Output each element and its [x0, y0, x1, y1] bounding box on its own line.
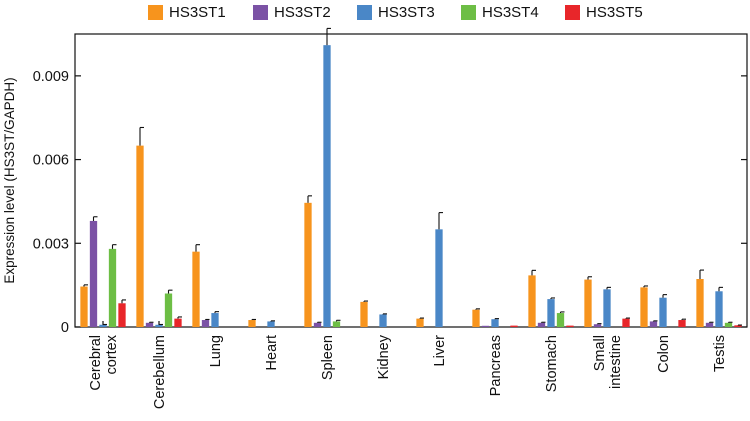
- legend-swatch-hs3st4: [461, 4, 476, 20]
- bar-hs3st4: [556, 313, 565, 327]
- chart-legend: HS3ST1 HS3ST2 HS3ST3 HS3ST4 HS3ST5: [0, 0, 750, 24]
- x-category-label-line: intestine: [608, 335, 624, 389]
- x-category-label-line: cortex: [104, 334, 120, 374]
- plot-area: 0 0.003 0.006 0.009 Cerebral cortex Cerebellum…: [33, 27, 748, 409]
- bar-hs3st2: [705, 322, 714, 327]
- bar-hs3st1: [136, 145, 144, 327]
- y-axis-title: Expression level (HS3ST/GAPDH): [2, 77, 17, 283]
- bar-hs3st1: [696, 279, 704, 327]
- bar-hs3st2: [313, 322, 322, 327]
- bar-hs3st3: [659, 297, 667, 327]
- bar-hs3st4: [724, 322, 733, 327]
- bar-hs3st5: [622, 318, 630, 327]
- bar-hs3st2: [649, 321, 658, 327]
- x-category-label-line: Heart: [264, 335, 280, 370]
- x-category-label: Pancreas: [488, 335, 504, 396]
- x-category-label-line: Stomach: [544, 335, 560, 392]
- bar-hs3st2: [89, 220, 98, 327]
- bar-hs3st1: [248, 320, 256, 327]
- bar-hs3st4: [108, 248, 117, 327]
- x-category-label-line: Lung: [208, 335, 224, 367]
- bar-hs3st1: [528, 275, 536, 327]
- y-tick-label: 0.006: [33, 153, 69, 169]
- x-category-label: Cerebellum: [152, 335, 168, 409]
- bar-hs3st5: [678, 320, 686, 327]
- bar-hs3st3: [547, 299, 555, 327]
- bar-hs3st3: [603, 289, 611, 327]
- x-category-label: Lung: [208, 335, 224, 367]
- bar-hs3st2: [201, 320, 210, 327]
- x-category-label: Colon: [656, 335, 672, 373]
- legend-label-hs3st3: HS3ST3: [378, 3, 435, 21]
- x-category-label-line: Kidney: [376, 334, 392, 379]
- bar-hs3st4: [164, 293, 173, 327]
- bar-hs3st1: [640, 287, 648, 327]
- x-category-label-line: Cerebral: [88, 335, 104, 391]
- bar-hs3st1: [80, 286, 88, 327]
- bar-hs3st1: [472, 309, 480, 327]
- bar-hs3st5: [174, 318, 182, 327]
- legend-item-hs3st5: HS3ST5: [565, 1, 643, 23]
- bar-hs3st5: [118, 303, 126, 327]
- x-category-label-line: Spleen: [320, 335, 336, 380]
- bar-hs3st2: [593, 324, 602, 327]
- y-axis-title-group: Expression level (HS3ST/GAPDH): [2, 77, 17, 283]
- x-category-label: Spleen: [320, 335, 336, 380]
- bar-hs3st5: [566, 325, 574, 327]
- legend-swatch-hs3st3: [357, 4, 372, 20]
- bar-hs3st3: [99, 324, 107, 327]
- legend-label-hs3st5: HS3ST5: [586, 3, 643, 21]
- bar-hs3st2: [481, 325, 490, 327]
- legend-label-hs3st4: HS3ST4: [482, 3, 539, 21]
- y-tick-label: 0: [61, 320, 69, 336]
- bar-hs3st3: [491, 319, 499, 327]
- legend-item-hs3st3: HS3ST3: [357, 1, 435, 23]
- x-category-label: Small intestine: [592, 335, 624, 389]
- x-category-label-line: Colon: [656, 335, 672, 373]
- bar-hs3st1: [304, 202, 312, 327]
- bar-hs3st3: [211, 313, 219, 327]
- legend-label-hs3st1: HS3ST1: [169, 3, 226, 21]
- bar-hs3st1: [584, 279, 592, 327]
- x-category-label: Liver: [432, 335, 448, 367]
- y-tick-label: 0.009: [33, 69, 69, 85]
- y-tick-label: 0.003: [33, 236, 69, 252]
- bar-hs3st3: [379, 314, 387, 327]
- bar-hs3st3: [715, 291, 723, 327]
- x-category-label-line: Small: [592, 335, 608, 371]
- x-category-label: Kidney: [376, 334, 392, 379]
- legend-item-hs3st2: HS3ST2: [253, 1, 331, 23]
- bar-hs3st3: [155, 324, 163, 327]
- x-category-label-line: Cerebellum: [152, 335, 168, 409]
- bar-hs3st2: [145, 322, 154, 327]
- x-category-label: Stomach: [544, 335, 560, 392]
- x-category-label: Testis: [712, 335, 728, 372]
- legend-swatch-hs3st2: [253, 4, 268, 20]
- x-category-label: Cerebral cortex: [88, 334, 120, 390]
- bar-hs3st5: [510, 325, 518, 327]
- bar-hs3st1: [360, 301, 368, 327]
- bar-hs3st3: [435, 229, 443, 327]
- bar-hs3st1: [416, 318, 424, 327]
- legend-label-hs3st2: HS3ST2: [274, 3, 331, 21]
- plot-frame: [74, 33, 748, 328]
- legend-item-hs3st4: HS3ST4: [461, 1, 539, 23]
- x-category-label-line: Pancreas: [488, 335, 504, 396]
- bar-hs3st3: [267, 321, 275, 327]
- x-category-label: Heart: [264, 335, 280, 370]
- bar-hs3st4: [332, 321, 341, 327]
- bar-hs3st2: [537, 322, 546, 327]
- bar-hs3st1: [192, 251, 200, 327]
- bar-hs3st3: [323, 45, 331, 328]
- bar-hs3st5: [734, 325, 742, 327]
- legend-swatch-hs3st5: [565, 4, 580, 20]
- x-category-label-line: Liver: [432, 335, 448, 367]
- legend-item-hs3st1: HS3ST1: [148, 1, 226, 23]
- x-category-label-line: Testis: [712, 335, 728, 372]
- legend-swatch-hs3st1: [148, 4, 163, 20]
